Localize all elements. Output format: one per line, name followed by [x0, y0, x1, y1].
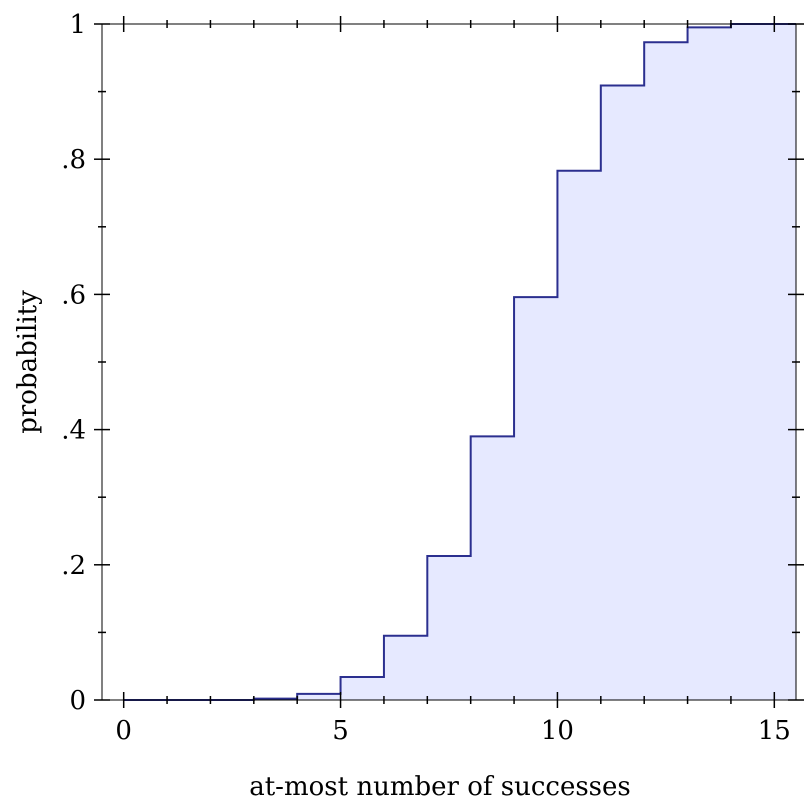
x-axis: 0 5 10 15 — [115, 16, 791, 746]
y-tick-label: .6 — [61, 280, 86, 310]
y-tick-label: .2 — [61, 551, 86, 581]
x-tick-label: 5 — [332, 716, 349, 746]
series-0-line — [123, 23, 796, 701]
x-tick-label: 0 — [115, 716, 132, 746]
y-tick-label: .8 — [61, 145, 86, 175]
y-tick-label: 1 — [69, 10, 86, 40]
series-0-area — [123, 24, 796, 700]
plot-area — [101, 23, 797, 701]
y-tick-label: 0 — [69, 686, 86, 716]
y-tick-label: .4 — [61, 416, 86, 446]
x-tick-label: 15 — [758, 716, 791, 746]
y-axis: 0 .2 .4 .6 .8 1 — [61, 10, 804, 716]
x-tick-label: 10 — [541, 716, 574, 746]
y-axis-title: probability — [13, 290, 43, 434]
x-axis-title: at-most number of successes — [249, 772, 631, 802]
